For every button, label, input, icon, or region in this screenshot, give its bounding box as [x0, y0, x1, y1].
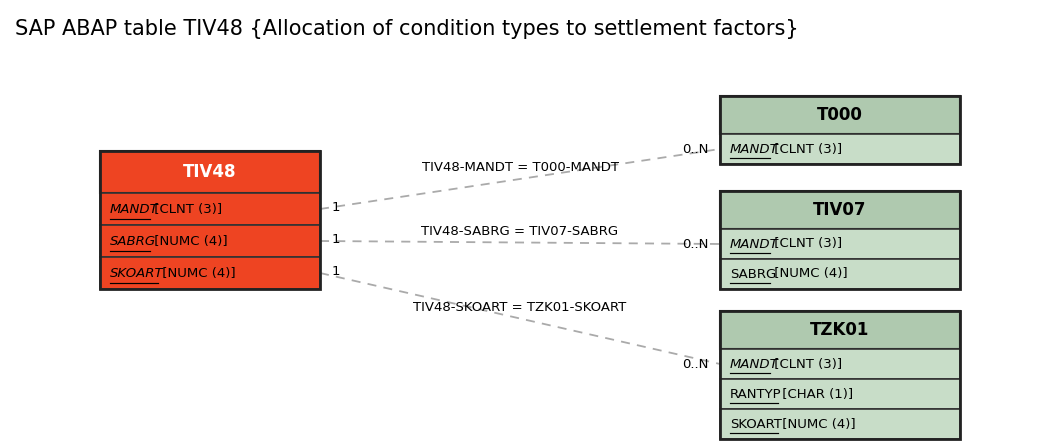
Text: MANDT: MANDT: [110, 202, 159, 215]
Text: SKOART: SKOART: [110, 266, 163, 280]
FancyBboxPatch shape: [720, 229, 960, 259]
Text: 0..N: 0..N: [682, 143, 708, 155]
Text: MANDT: MANDT: [730, 357, 779, 370]
Text: MANDT: MANDT: [730, 143, 779, 155]
FancyBboxPatch shape: [720, 409, 960, 439]
Text: RANTYP: RANTYP: [730, 388, 781, 400]
FancyBboxPatch shape: [100, 225, 320, 257]
FancyBboxPatch shape: [100, 193, 320, 225]
Text: [CLNT (3)]: [CLNT (3)]: [770, 357, 842, 370]
FancyBboxPatch shape: [100, 151, 320, 193]
Text: SABRG: SABRG: [110, 234, 156, 247]
Text: [NUMC (4)]: [NUMC (4)]: [770, 267, 847, 281]
FancyBboxPatch shape: [720, 259, 960, 289]
Text: SKOART: SKOART: [730, 417, 782, 431]
Text: SABRG: SABRG: [730, 267, 776, 281]
Text: TZK01: TZK01: [810, 321, 869, 339]
Text: [NUMC (4)]: [NUMC (4)]: [149, 234, 227, 247]
Text: [CHAR (1)]: [CHAR (1)]: [777, 388, 852, 400]
Text: 0..N: 0..N: [682, 357, 708, 370]
Text: [NUMC (4)]: [NUMC (4)]: [777, 417, 855, 431]
Text: TIV48-SABRG = TIV07-SABRG: TIV48-SABRG = TIV07-SABRG: [422, 225, 619, 238]
Text: 1: 1: [332, 265, 340, 278]
FancyBboxPatch shape: [720, 349, 960, 379]
FancyBboxPatch shape: [720, 96, 960, 134]
Text: TIV48-MANDT = T000-MANDT: TIV48-MANDT = T000-MANDT: [422, 161, 618, 174]
Text: MANDT: MANDT: [730, 238, 779, 250]
Text: TIV48-SKOART = TZK01-SKOART: TIV48-SKOART = TZK01-SKOART: [413, 301, 626, 313]
Text: T000: T000: [817, 106, 863, 124]
Text: TIV48: TIV48: [183, 163, 236, 181]
FancyBboxPatch shape: [100, 257, 320, 289]
Text: [CLNT (3)]: [CLNT (3)]: [149, 202, 222, 215]
Text: SAP ABAP table TIV48 {Allocation of condition types to settlement factors}: SAP ABAP table TIV48 {Allocation of cond…: [15, 19, 798, 39]
FancyBboxPatch shape: [720, 311, 960, 349]
Text: 0..N: 0..N: [682, 238, 708, 250]
FancyBboxPatch shape: [720, 379, 960, 409]
Text: 1: 1: [332, 201, 340, 214]
Text: TIV07: TIV07: [813, 201, 867, 219]
Text: [CLNT (3)]: [CLNT (3)]: [770, 238, 842, 250]
FancyBboxPatch shape: [720, 191, 960, 229]
Text: 1: 1: [332, 233, 340, 246]
Text: [CLNT (3)]: [CLNT (3)]: [770, 143, 842, 155]
Text: [NUMC (4)]: [NUMC (4)]: [158, 266, 235, 280]
FancyBboxPatch shape: [720, 134, 960, 164]
